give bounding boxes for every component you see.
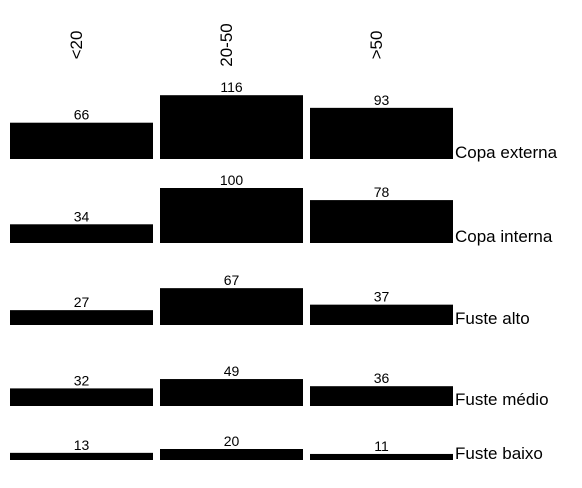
data-label: 49 <box>224 363 240 379</box>
bar <box>310 107 453 159</box>
bar <box>160 379 303 406</box>
bar <box>10 388 153 406</box>
row-label: Copa externa <box>455 143 558 162</box>
data-label: 13 <box>74 437 90 453</box>
data-label: 32 <box>74 372 90 388</box>
row-label: Copa interna <box>455 227 553 246</box>
bar <box>310 200 453 243</box>
data-label: 20 <box>224 433 240 449</box>
bar <box>310 453 453 460</box>
data-label: 27 <box>74 294 90 310</box>
data-label: 78 <box>374 184 390 200</box>
bar <box>310 304 453 325</box>
column-label: 20-50 <box>217 23 236 66</box>
data-label: 66 <box>74 107 90 123</box>
row-label: Fuste alto <box>455 309 530 328</box>
bar <box>160 449 303 460</box>
bar <box>10 310 153 325</box>
row-label: Fuste médio <box>455 390 549 409</box>
bar <box>10 452 153 460</box>
bar <box>310 386 453 406</box>
data-label: 11 <box>374 438 389 454</box>
data-label: 100 <box>220 172 244 188</box>
bar <box>160 95 303 159</box>
data-label: 34 <box>74 208 90 224</box>
data-label: 116 <box>220 79 243 95</box>
bar <box>10 224 153 243</box>
data-label: 67 <box>224 272 240 288</box>
bar <box>10 122 153 159</box>
bar <box>160 288 303 325</box>
bar <box>160 188 303 243</box>
data-label: 93 <box>374 92 390 108</box>
column-label: <20 <box>67 31 86 60</box>
column-label: >50 <box>367 31 386 60</box>
data-label: 37 <box>374 289 390 305</box>
row-label: Fuste baixo <box>455 444 543 463</box>
data-label: 36 <box>374 370 390 386</box>
